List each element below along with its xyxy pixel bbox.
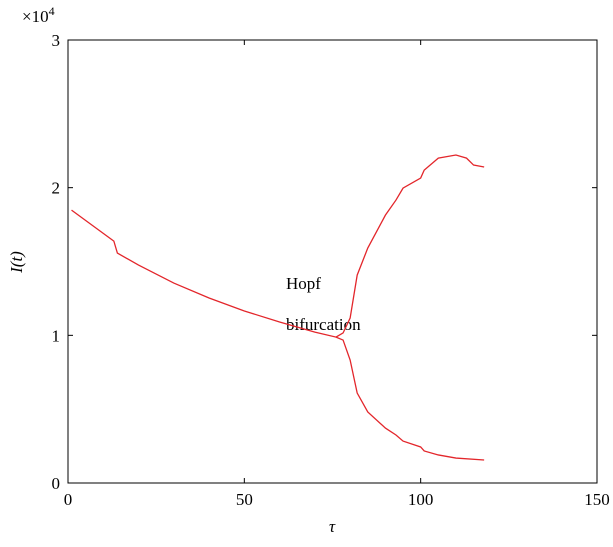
y-tick-label: 2: [52, 179, 61, 198]
x-tick-label: 100: [408, 490, 434, 509]
x-tick-label: 50: [236, 490, 253, 509]
y-tick-label: 3: [52, 31, 61, 50]
y-multiplier: ×104: [22, 4, 55, 26]
x-tick-label: 150: [584, 490, 610, 509]
y-tick-label: 1: [52, 326, 61, 345]
x-tick-label: 0: [64, 490, 73, 509]
annotation: Hopf: [286, 274, 321, 293]
y-tick-label: 0: [52, 474, 61, 493]
data-line: [335, 336, 485, 461]
plot-frame: [67, 39, 598, 484]
y-axis-label: I(t): [7, 251, 26, 274]
x-axis-label: τ: [329, 517, 336, 536]
data-line: [71, 154, 485, 338]
